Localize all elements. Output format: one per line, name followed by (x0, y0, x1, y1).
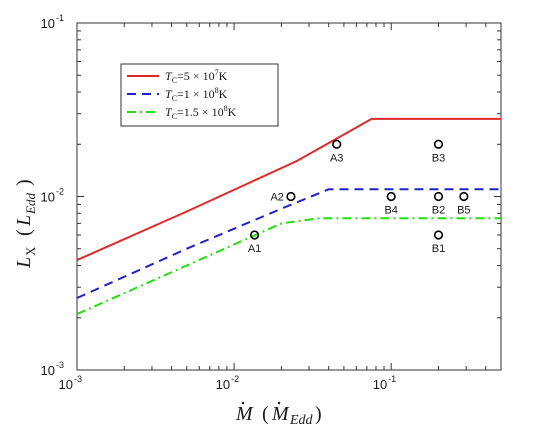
x-tick-label: 10 (373, 377, 387, 392)
x-tick-exponent: -1 (388, 374, 396, 384)
point-a2 (286, 191, 296, 202)
series-line-3 (76, 217, 501, 316)
x-axis-label: M ( M Edd ) (235, 401, 322, 428)
svg-text:L: L (13, 257, 35, 269)
points-group: A1 A2 A3 B1 B2 B3 B4 B5 (248, 139, 471, 255)
point-a3 (332, 139, 342, 149)
y-tick-exponent: -3 (56, 360, 64, 370)
svg-text:M: M (271, 403, 290, 425)
legend-label-3: TC=1.5 × 108K (165, 104, 237, 121)
series-line-2 (76, 188, 501, 299)
svg-text:X: X (23, 246, 38, 256)
x-tick-exponent: -2 (231, 374, 239, 384)
y-tick-label: 10 (41, 363, 55, 378)
point-label-b2: B2 (432, 205, 445, 217)
svg-text:M: M (235, 403, 254, 425)
point-label-a2: A2 (270, 192, 283, 204)
point-label-b1: B1 (432, 243, 445, 255)
svg-text:L: L (13, 215, 35, 227)
y-tick-label: 10 (41, 190, 55, 205)
legend-label-2: TC=1 × 108K (165, 86, 228, 103)
point-label-b5: B5 (457, 205, 470, 217)
point-b1 (433, 230, 444, 240)
svg-text:(: ( (262, 403, 269, 425)
point-label-b3: B3 (432, 152, 445, 164)
svg-text:): ) (13, 179, 35, 186)
series-line-1 (76, 117, 501, 262)
series-group (76, 117, 501, 316)
svg-text:): ) (315, 403, 322, 425)
x-tick-label: 10 (59, 377, 73, 392)
ticks: 10 -3 10 -2 10 -110 -310 -210 -1 (41, 13, 502, 392)
svg-text:(: ( (13, 229, 35, 236)
point-b5 (459, 191, 469, 202)
y-tick-exponent: -1 (56, 13, 64, 23)
x-tick-exponent: -3 (74, 374, 82, 384)
svg-text:Edd: Edd (23, 193, 38, 215)
y-tick-label: 10 (41, 16, 55, 31)
x-tick-label: 10 (216, 377, 230, 392)
legend-label-1: TC=5 × 107K (165, 68, 228, 85)
point-a1 (249, 230, 260, 240)
svg-text:Edd: Edd (289, 413, 314, 428)
point-label-b4: B4 (384, 205, 397, 217)
point-b3 (433, 139, 444, 149)
point-b4 (386, 191, 396, 202)
y-tick-exponent: -2 (56, 187, 64, 197)
point-label-a1: A1 (248, 243, 261, 255)
point-b2 (433, 191, 444, 202)
point-label-a3: A3 (330, 152, 343, 164)
y-axis-label: L X ( L Edd ) (13, 179, 38, 269)
